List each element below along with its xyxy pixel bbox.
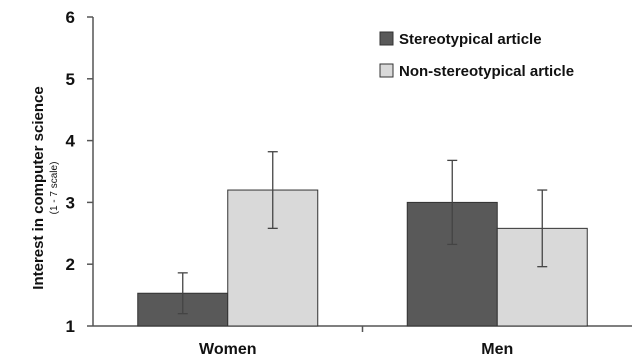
legend: Stereotypical article Non-stereotypical …	[379, 31, 574, 80]
y-tick-label: 5	[66, 70, 75, 89]
legend-label-non-stereotypical: Non-stereotypical article	[399, 63, 574, 80]
x-category-label: Men	[481, 341, 513, 357]
y-axis-subtitle: (1 - 7 scale)	[49, 162, 60, 215]
y-tick-label: 6	[66, 8, 75, 27]
legend-swatch-stereotypical	[379, 31, 394, 46]
x-category-labels: Women Men	[199, 341, 513, 357]
chart-bars	[137, 189, 588, 327]
y-tick-label: 1	[66, 317, 75, 336]
y-axis-title: Interest in computer science	[30, 86, 47, 289]
error-bar	[537, 189, 548, 268]
y-axis-label: Interest in computer science (1 - 7 scal…	[30, 86, 60, 289]
y-tick-label: 3	[66, 193, 75, 212]
legend-swatch-non-stereotypical	[379, 63, 394, 78]
y-tick-label: 4	[66, 132, 76, 151]
error-bar	[267, 151, 278, 230]
y-tick-label: 2	[66, 255, 75, 274]
error-bar	[177, 272, 188, 315]
x-category-label: Women	[199, 341, 256, 357]
y-tick-labels: 1 2 3 4 5 6	[66, 8, 76, 336]
error-bar	[447, 159, 458, 246]
chart-error-bars	[177, 151, 548, 315]
legend-label-stereotypical: Stereotypical article	[399, 31, 542, 48]
